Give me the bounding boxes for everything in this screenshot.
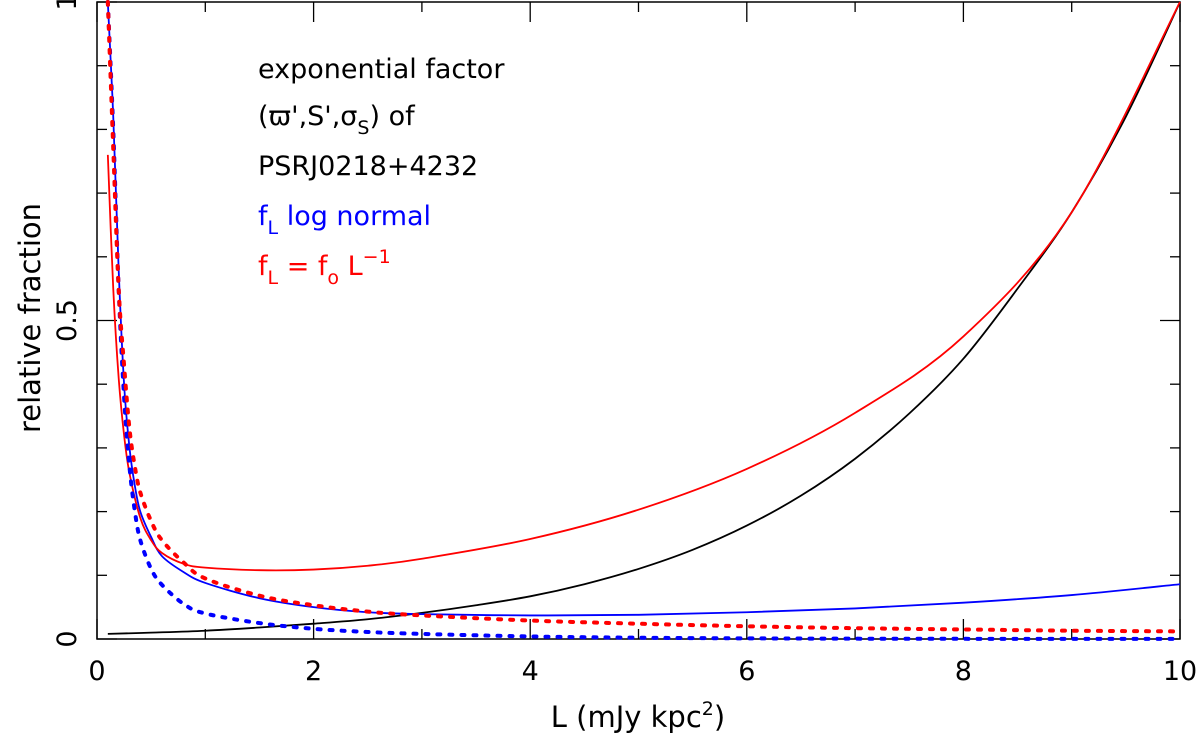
- series-line-3: [108, 2, 1180, 639]
- y-axis-label: relative fraction: [13, 203, 47, 433]
- plot-frame: [97, 2, 1180, 639]
- axis-ticks: [97, 2, 1180, 639]
- x-tick-label: 8: [955, 656, 972, 687]
- annotation-line-3: PSRJ0218+4232: [258, 151, 478, 182]
- annotation-line-1: exponential factor: [258, 54, 505, 85]
- x-tick-label: 10: [1163, 656, 1197, 687]
- chart: 0 2 4 6 8 10 0 0.5 1 L (mJy kpc2) relative fract…: [0, 0, 1200, 739]
- x-tick-label: 6: [738, 656, 755, 687]
- series-line-1: [108, 2, 1180, 615]
- legend-power-law: fL = fo L−1: [258, 246, 391, 289]
- y-tick-label: 0.5: [52, 299, 83, 342]
- x-axis-label: L (mJy kpc2): [551, 698, 725, 734]
- x-tick-label: 2: [305, 656, 322, 687]
- x-tick-label: 0: [88, 656, 105, 687]
- series-line-4: [108, 2, 1180, 631]
- legend-log-normal: fL log normal: [258, 201, 431, 239]
- series-group: [108, 2, 1180, 639]
- y-tick-label: 0: [52, 630, 83, 647]
- x-tick-label: 4: [522, 656, 539, 687]
- axis-tick-labels: 0 2 4 6 8 10 0 0.5 1: [52, 0, 1197, 687]
- series-line-0: [108, 2, 1180, 634]
- annotation-line-2: (ϖ',S',σS) of: [258, 101, 416, 139]
- y-tick-label: 1: [52, 0, 83, 11]
